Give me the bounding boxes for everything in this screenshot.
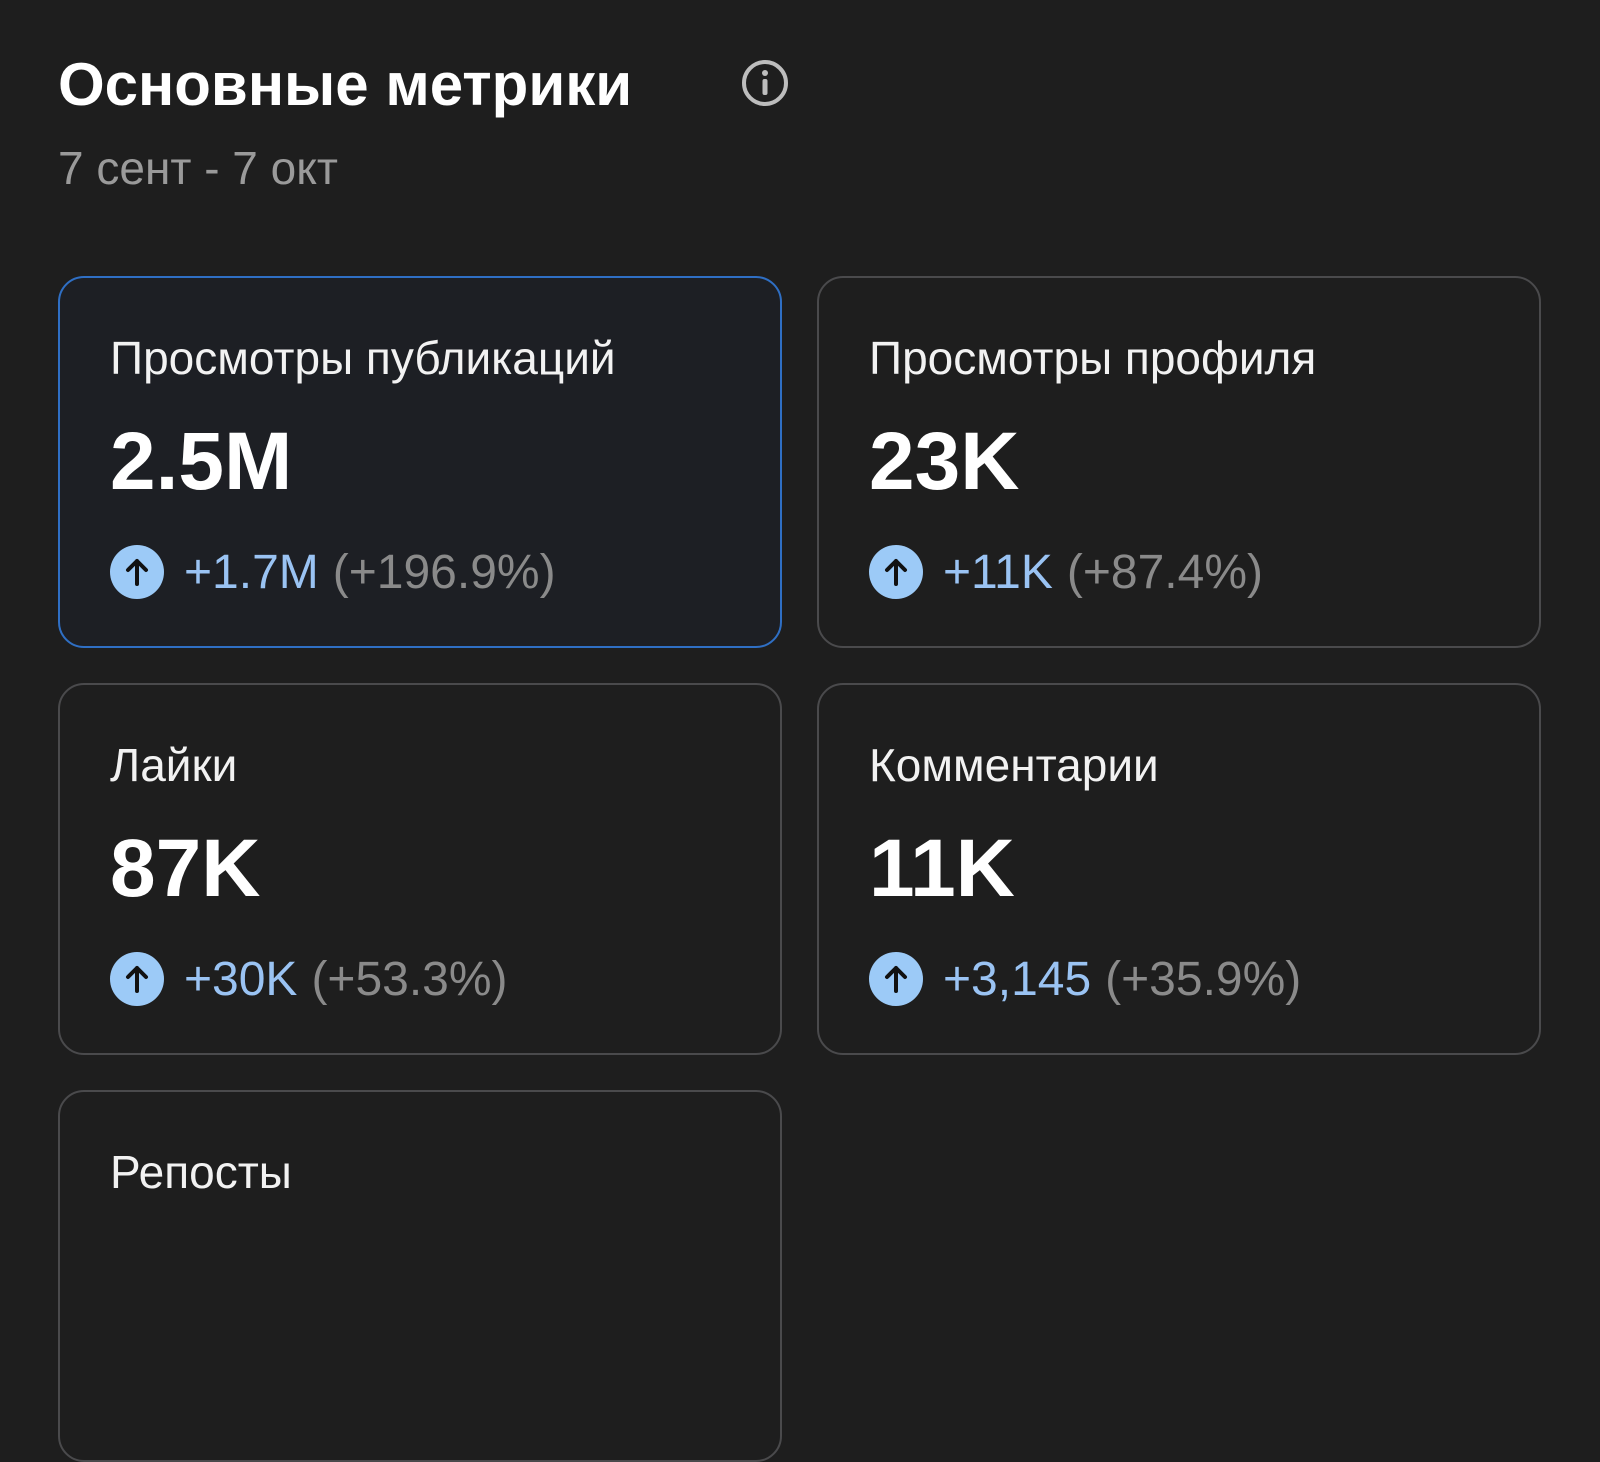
change-value: +30K [184, 952, 298, 1006]
metric-value: 2.5M [110, 416, 293, 507]
up-arrow-icon [110, 952, 164, 1006]
change-percent: (+53.3%) [311, 952, 508, 1006]
metric-card[interactable]: Репосты [58, 1090, 782, 1462]
change-value: +1.7M [184, 545, 319, 599]
change-percent: (+87.4%) [1066, 545, 1263, 599]
date-range: 7 сент - 7 окт [58, 142, 338, 194]
up-arrow-icon [110, 545, 164, 599]
metric-card[interactable]: Просмотры публикаций 2.5M +1.7M (+196.9%) [58, 276, 782, 648]
metric-card[interactable]: Лайки 87K +30K (+53.3%) [58, 683, 782, 1055]
metric-label: Лайки [110, 739, 238, 791]
change-percent: (+35.9%) [1105, 952, 1302, 1006]
metric-label: Просмотры публикаций [110, 332, 616, 384]
title: Основные метрики [58, 51, 633, 118]
metric-card[interactable]: Комментарии 11K +3,145 (+35.9%) [817, 683, 1541, 1055]
metric-card[interactable]: Просмотры профиля 23K +11K (+87.4%) [817, 276, 1541, 648]
metric-value: 11K [869, 823, 1015, 914]
metric-change: +3,145 (+35.9%) [869, 949, 1301, 1009]
up-arrow-icon [869, 545, 923, 599]
change-value: +3,145 [943, 952, 1092, 1006]
info-icon[interactable] [740, 58, 790, 108]
change-percent: (+196.9%) [332, 545, 556, 599]
metric-label: Репосты [110, 1146, 292, 1198]
metric-change: +30K (+53.3%) [110, 949, 508, 1009]
up-arrow-icon [869, 952, 923, 1006]
metric-change: +11K (+87.4%) [869, 542, 1263, 602]
metric-value: 23K [869, 416, 1020, 507]
change-value: +11K [943, 545, 1053, 599]
metric-change: +1.7M (+196.9%) [110, 542, 556, 602]
metric-label: Комментарии [869, 739, 1159, 791]
screen: Основные метрики 7 сент - 7 окт Просмотр… [58, 51, 1541, 1462]
page: {"header": {"title": "Основные метрики",… [58, 51, 1541, 1462]
metric-value: 87K [110, 823, 261, 914]
metric-label: Просмотры профиля [869, 332, 1317, 384]
